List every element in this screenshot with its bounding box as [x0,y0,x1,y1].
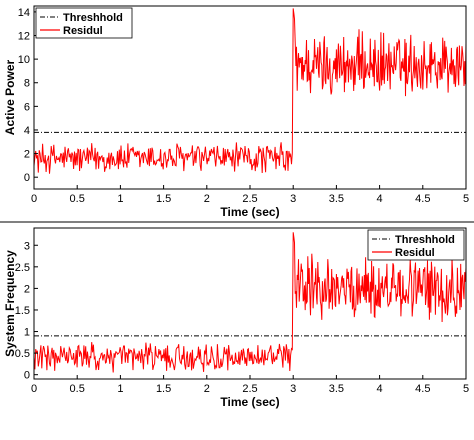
chart-active-power: 0 0.5 1 1.5 2 2.5 3 3.5 4 4.5 5 0 2 4 6 8 10 12 14 Time (s… [3,5,469,219]
x-tick-label: 0 [31,193,37,205]
y-axis-label: System Frequency [3,250,17,357]
x-tick-label: 0.5 [70,193,85,205]
y-tick-label: 8 [24,78,30,90]
y-tick-label: 2 [24,283,30,295]
legend-box [367,229,465,261]
y-axis-label: Active Power [3,59,17,135]
chart-system-frequency: 0 0.5 1 1.5 2 2.5 3 3.5 4 4.5 5 0 0.5 1 1.5 2 2.5 3 Time … [3,227,469,409]
y-tick-label: 0 [24,370,30,382]
y-tick-label: 1.5 [15,305,30,317]
legend: Threshhold Residul [367,229,465,261]
y-tick-label: 0.5 [15,348,30,360]
legend-residual-label: Residul [63,25,103,37]
x-tick-label: 1.5 [156,383,171,395]
x-tick-label: 0 [31,383,37,395]
x-axis-label: Time (sec) [220,205,279,219]
x-tick-label: 4 [377,193,383,205]
x-tick-label: 2 [204,383,210,395]
y-tick-label: 14 [18,7,30,19]
x-tick-label: 2.5 [242,383,257,395]
x-tick-label: 4.5 [415,193,430,205]
x-tick-label: 1.5 [156,193,171,205]
y-tick-label: 0 [24,172,30,184]
x-tick-label: 1 [117,193,123,205]
y-tick-label: 2 [24,149,30,161]
x-tick-label: 3 [290,193,296,205]
y-tick-label: 3 [24,240,30,252]
x-tick-label: 1 [117,383,123,395]
x-tick-label: 3.5 [329,193,344,205]
legend-residual-label: Residul [395,247,435,259]
legend-box [35,7,133,39]
x-axis-label: Time (sec) [220,395,279,409]
series-residual-line [34,232,466,373]
x-tick-label: 5 [463,383,469,395]
y-tick-label: 4 [24,125,30,137]
legend-threshold-label: Threshhold [63,12,123,24]
legend-threshold-label: Threshhold [395,234,455,246]
y-tick-label: 12 [18,31,30,43]
y-tick-label: 10 [18,54,30,66]
y-tick-label: 6 [24,101,30,113]
series-residual-line [34,8,466,174]
legend: Threshhold Residul [35,7,133,39]
x-tick-label: 2 [204,193,210,205]
y-tick-label: 2.5 [15,262,30,274]
x-tick-label: 3 [290,383,296,395]
x-tick-label: 2.5 [242,193,257,205]
x-tick-label: 4.5 [415,383,430,395]
y-tick-label: 1 [24,327,30,339]
x-tick-label: 3.5 [329,383,344,395]
x-tick-label: 4 [377,383,383,395]
x-tick-label: 0.5 [70,383,85,395]
x-tick-label: 5 [463,193,469,205]
